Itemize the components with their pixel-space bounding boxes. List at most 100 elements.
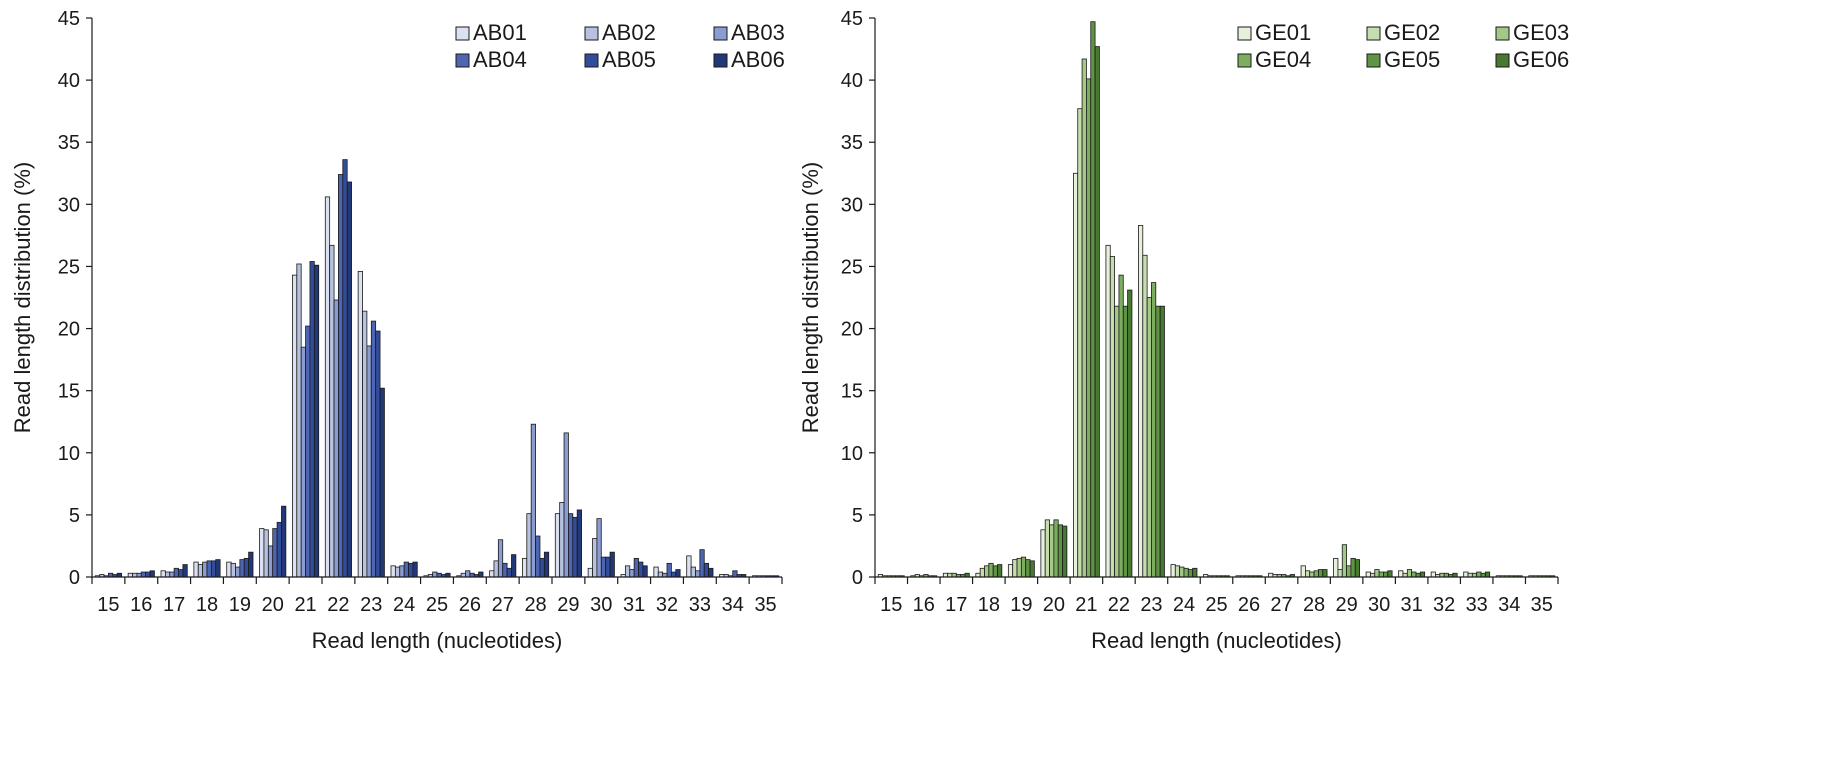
bar-ab06-22 <box>346 181 352 578</box>
y-tick-label: 5 <box>69 505 80 527</box>
bar-ab05-28 <box>539 557 545 578</box>
bar-ge03-23 <box>1146 297 1152 578</box>
bar-ab06-31 <box>642 565 648 578</box>
x-tick-label: 21 <box>1075 594 1097 616</box>
y-tick-label: 40 <box>841 70 863 92</box>
x-tick-label: 27 <box>492 594 514 616</box>
bar-ab02-32 <box>657 571 664 578</box>
bar-ab06-23 <box>379 387 385 578</box>
bar-ab05-22 <box>342 159 348 578</box>
bar-ab06-32 <box>675 569 681 578</box>
y-tick-label: 30 <box>58 194 80 216</box>
bar-ge02-21 <box>1077 108 1083 578</box>
bar-ab04-17 <box>173 567 179 578</box>
bar-ge04-21 <box>1086 78 1092 578</box>
x-tick-label: 20 <box>262 594 284 616</box>
bar-ab06-18 <box>215 559 221 578</box>
bar-ab05-31 <box>638 561 644 578</box>
bar-ge02-20 <box>1044 519 1050 578</box>
bar-ge03-28 <box>1309 571 1315 578</box>
bar-ab01-21 <box>292 274 298 578</box>
bar-ge01-30 <box>1365 571 1371 578</box>
bar-ab03-27 <box>497 539 504 578</box>
x-axis-title: Read length (nucleotides) <box>1091 628 1342 653</box>
bar-ab01-24 <box>390 565 396 578</box>
bar-ge05-24 <box>1187 569 1194 578</box>
y-tick-label: 0 <box>852 567 863 589</box>
y-tick-label: 10 <box>58 443 80 465</box>
bar-ge01-28 <box>1300 565 1306 578</box>
bar-ab06-21 <box>313 264 320 578</box>
bar-ab03-26 <box>465 570 471 578</box>
bar-ge03-29 <box>1341 544 1348 578</box>
y-tick-label: 25 <box>58 256 80 278</box>
bar-ge05-19 <box>1025 559 1031 578</box>
bar-ge01-23 <box>1138 225 1144 578</box>
legend-swatch-ab04 <box>455 53 470 68</box>
legend-swatch-ge06 <box>1495 53 1510 68</box>
bar-ab04-24 <box>403 561 409 578</box>
legend-label-ge05: GE05 <box>1384 47 1440 72</box>
legend-swatch-ab01 <box>455 26 470 41</box>
bar-ab05-24 <box>408 562 414 578</box>
bar-ab02-33 <box>690 566 696 578</box>
legend-label-ab03: AB03 <box>731 20 785 45</box>
x-tick-label: 33 <box>689 594 711 616</box>
bar-ge03-20 <box>1049 524 1055 578</box>
bar-ab01-32 <box>653 566 659 578</box>
bar-ge02-22 <box>1109 256 1116 578</box>
bar-ge06-18 <box>997 564 1003 578</box>
x-tick-label: 35 <box>754 594 776 616</box>
bar-ge01-22 <box>1105 244 1111 578</box>
bar-ab01-18 <box>193 561 199 578</box>
bar-ge05-22 <box>1122 305 1129 578</box>
y-tick-label: 15 <box>841 381 863 403</box>
legend-swatch-ab06 <box>713 53 728 68</box>
bar-ge03-24 <box>1179 566 1185 578</box>
x-tick-label: 24 <box>1173 594 1195 616</box>
legend-label-ab05: AB05 <box>602 47 656 72</box>
bar-ab04-22 <box>338 174 344 578</box>
x-tick-label: 29 <box>1335 594 1357 616</box>
bar-ab06-26 <box>478 571 484 578</box>
bar-ge02-19 <box>1012 559 1018 578</box>
bar-ab05-33 <box>703 562 710 578</box>
y-tick-label: 20 <box>841 319 863 341</box>
bar-ab01-29 <box>554 513 561 578</box>
bar-ge01-29 <box>1333 557 1339 578</box>
bar-ge03-21 <box>1081 58 1087 578</box>
legend-label-ab04: AB04 <box>473 47 527 72</box>
legend-label-ab01: AB01 <box>473 20 527 45</box>
bar-ab02-27 <box>493 560 499 578</box>
y-tick-label: 10 <box>841 443 863 465</box>
x-tick-label: 34 <box>1498 594 1520 616</box>
bar-ab02-19 <box>230 562 236 578</box>
x-tick-label: 24 <box>393 594 415 616</box>
x-tick-label: 26 <box>459 594 481 616</box>
bar-ab06-28 <box>543 551 550 578</box>
bar-ge03-18 <box>984 565 990 578</box>
bar-ge06-20 <box>1062 525 1068 578</box>
bar-ab04-16 <box>140 571 147 578</box>
bar-ab06-19 <box>248 551 254 578</box>
x-tick-label: 15 <box>880 594 902 616</box>
bar-ab06-27 <box>511 554 517 578</box>
x-tick-label: 32 <box>656 594 678 616</box>
x-tick-label: 23 <box>1140 594 1162 616</box>
bar-ge01-20 <box>1040 529 1046 578</box>
bar-ge05-29 <box>1350 557 1356 578</box>
y-tick-label: 45 <box>841 8 863 30</box>
x-tick-label: 34 <box>722 594 744 616</box>
bar-ge03-19 <box>1016 557 1022 578</box>
x-tick-label: 23 <box>360 594 382 616</box>
bar-ab03-29 <box>563 432 569 578</box>
x-tick-label: 16 <box>130 594 152 616</box>
bar-ge04-22 <box>1118 274 1124 578</box>
bar-ge06-23 <box>1159 305 1165 578</box>
legend-swatch-ge03 <box>1495 26 1510 41</box>
bars-group <box>94 159 780 578</box>
bar-ab04-27 <box>502 562 508 578</box>
bar-ab01-22 <box>324 196 331 578</box>
y-tick-label: 15 <box>58 381 80 403</box>
